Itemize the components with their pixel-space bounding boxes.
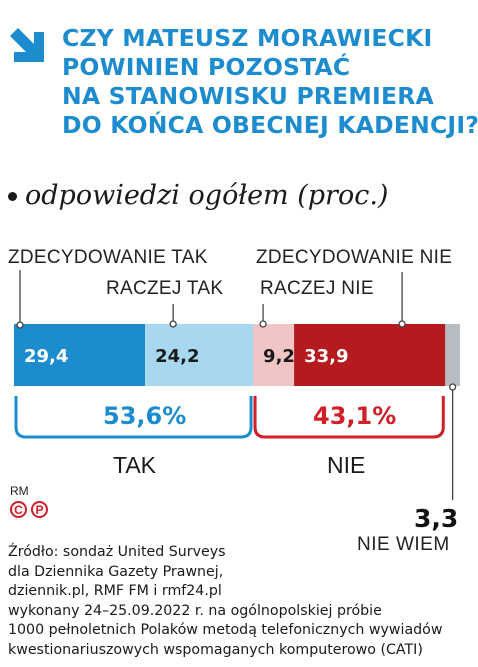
leader-dot [16,321,24,329]
bar-segment [294,324,446,386]
leader-dot [398,320,406,328]
title-line: POWINIEN POZOSTAĆ [62,53,351,81]
source-note: Źródło: sondaż United Surveys dla Dzienn… [8,543,476,660]
source-line: dziennik.pl, RMF FM i rmf24.pl [8,583,222,599]
title-line: DO KOŃCA OBECNEJ KADENCJI? [62,111,478,139]
bar-segment [14,324,146,386]
source-line: kwestionariuszowych wspomaganych kompute… [8,641,423,658]
group-label-tak: TAK [113,452,157,478]
group-bracket [14,396,253,439]
leader-dot [169,320,177,328]
group-label-nie: NIE [327,452,366,478]
source-line: wykonany 24–25.09.2022 r. na ogólnopolsk… [8,602,382,619]
source-line: 1000 pełnoletnich Polaków metodą telefon… [8,622,443,638]
nie-wiem-value: 3,3 [414,504,459,533]
arrow-down-right-icon [10,28,44,62]
copyright-p-icon: P [31,501,48,518]
category-label-raczej-nie: RACZEJ NIE [260,278,374,299]
title-line: NA STANOWISKU PREMIERA [62,82,434,110]
bullet-icon [8,192,17,201]
bar-segment [253,324,295,386]
group-total-nie: 43,1% [313,402,397,430]
title-line: CZY MATEUSZ MORAWIECKI [62,24,433,52]
nie-wiem-label: NIE WIEM [357,534,450,555]
group-bracket [253,396,445,439]
bar-value-label: 24,2 [155,346,199,367]
source-line: dla Dziennika Gazety Prawnej, [8,563,224,580]
bar-value-label: 9,2 [263,346,295,367]
category-label-raczej-tak: RACZEJ TAK [106,278,224,299]
copyright-c-icon: C [10,501,27,518]
subtitle-text: odpowiedzi ogółem (proc.) [25,180,389,211]
chart-subtitle: odpowiedzi ogółem (proc.) [8,180,388,211]
leader-dot [448,383,457,391]
bar-segment [445,324,460,386]
bar-value-label: 29,4 [24,346,68,367]
leader-dot [259,320,267,328]
category-label-zdecydowanie-nie: ZDECYDOWANIE NIE [256,247,453,268]
group-total-tak: 53,6% [103,402,187,430]
source-line: Źródło: sondaż United Surveys [8,544,226,560]
rm-logo-text: RM [10,484,29,498]
chart-title: CZY MATEUSZ MORAWIECKI POWINIEN POZOSTAĆ… [62,24,478,140]
bar-value-label: 33,9 [304,346,348,367]
bar-segment [145,324,254,386]
category-label-zdecydowanie-tak: ZDECYDOWANIE TAK [8,247,208,268]
